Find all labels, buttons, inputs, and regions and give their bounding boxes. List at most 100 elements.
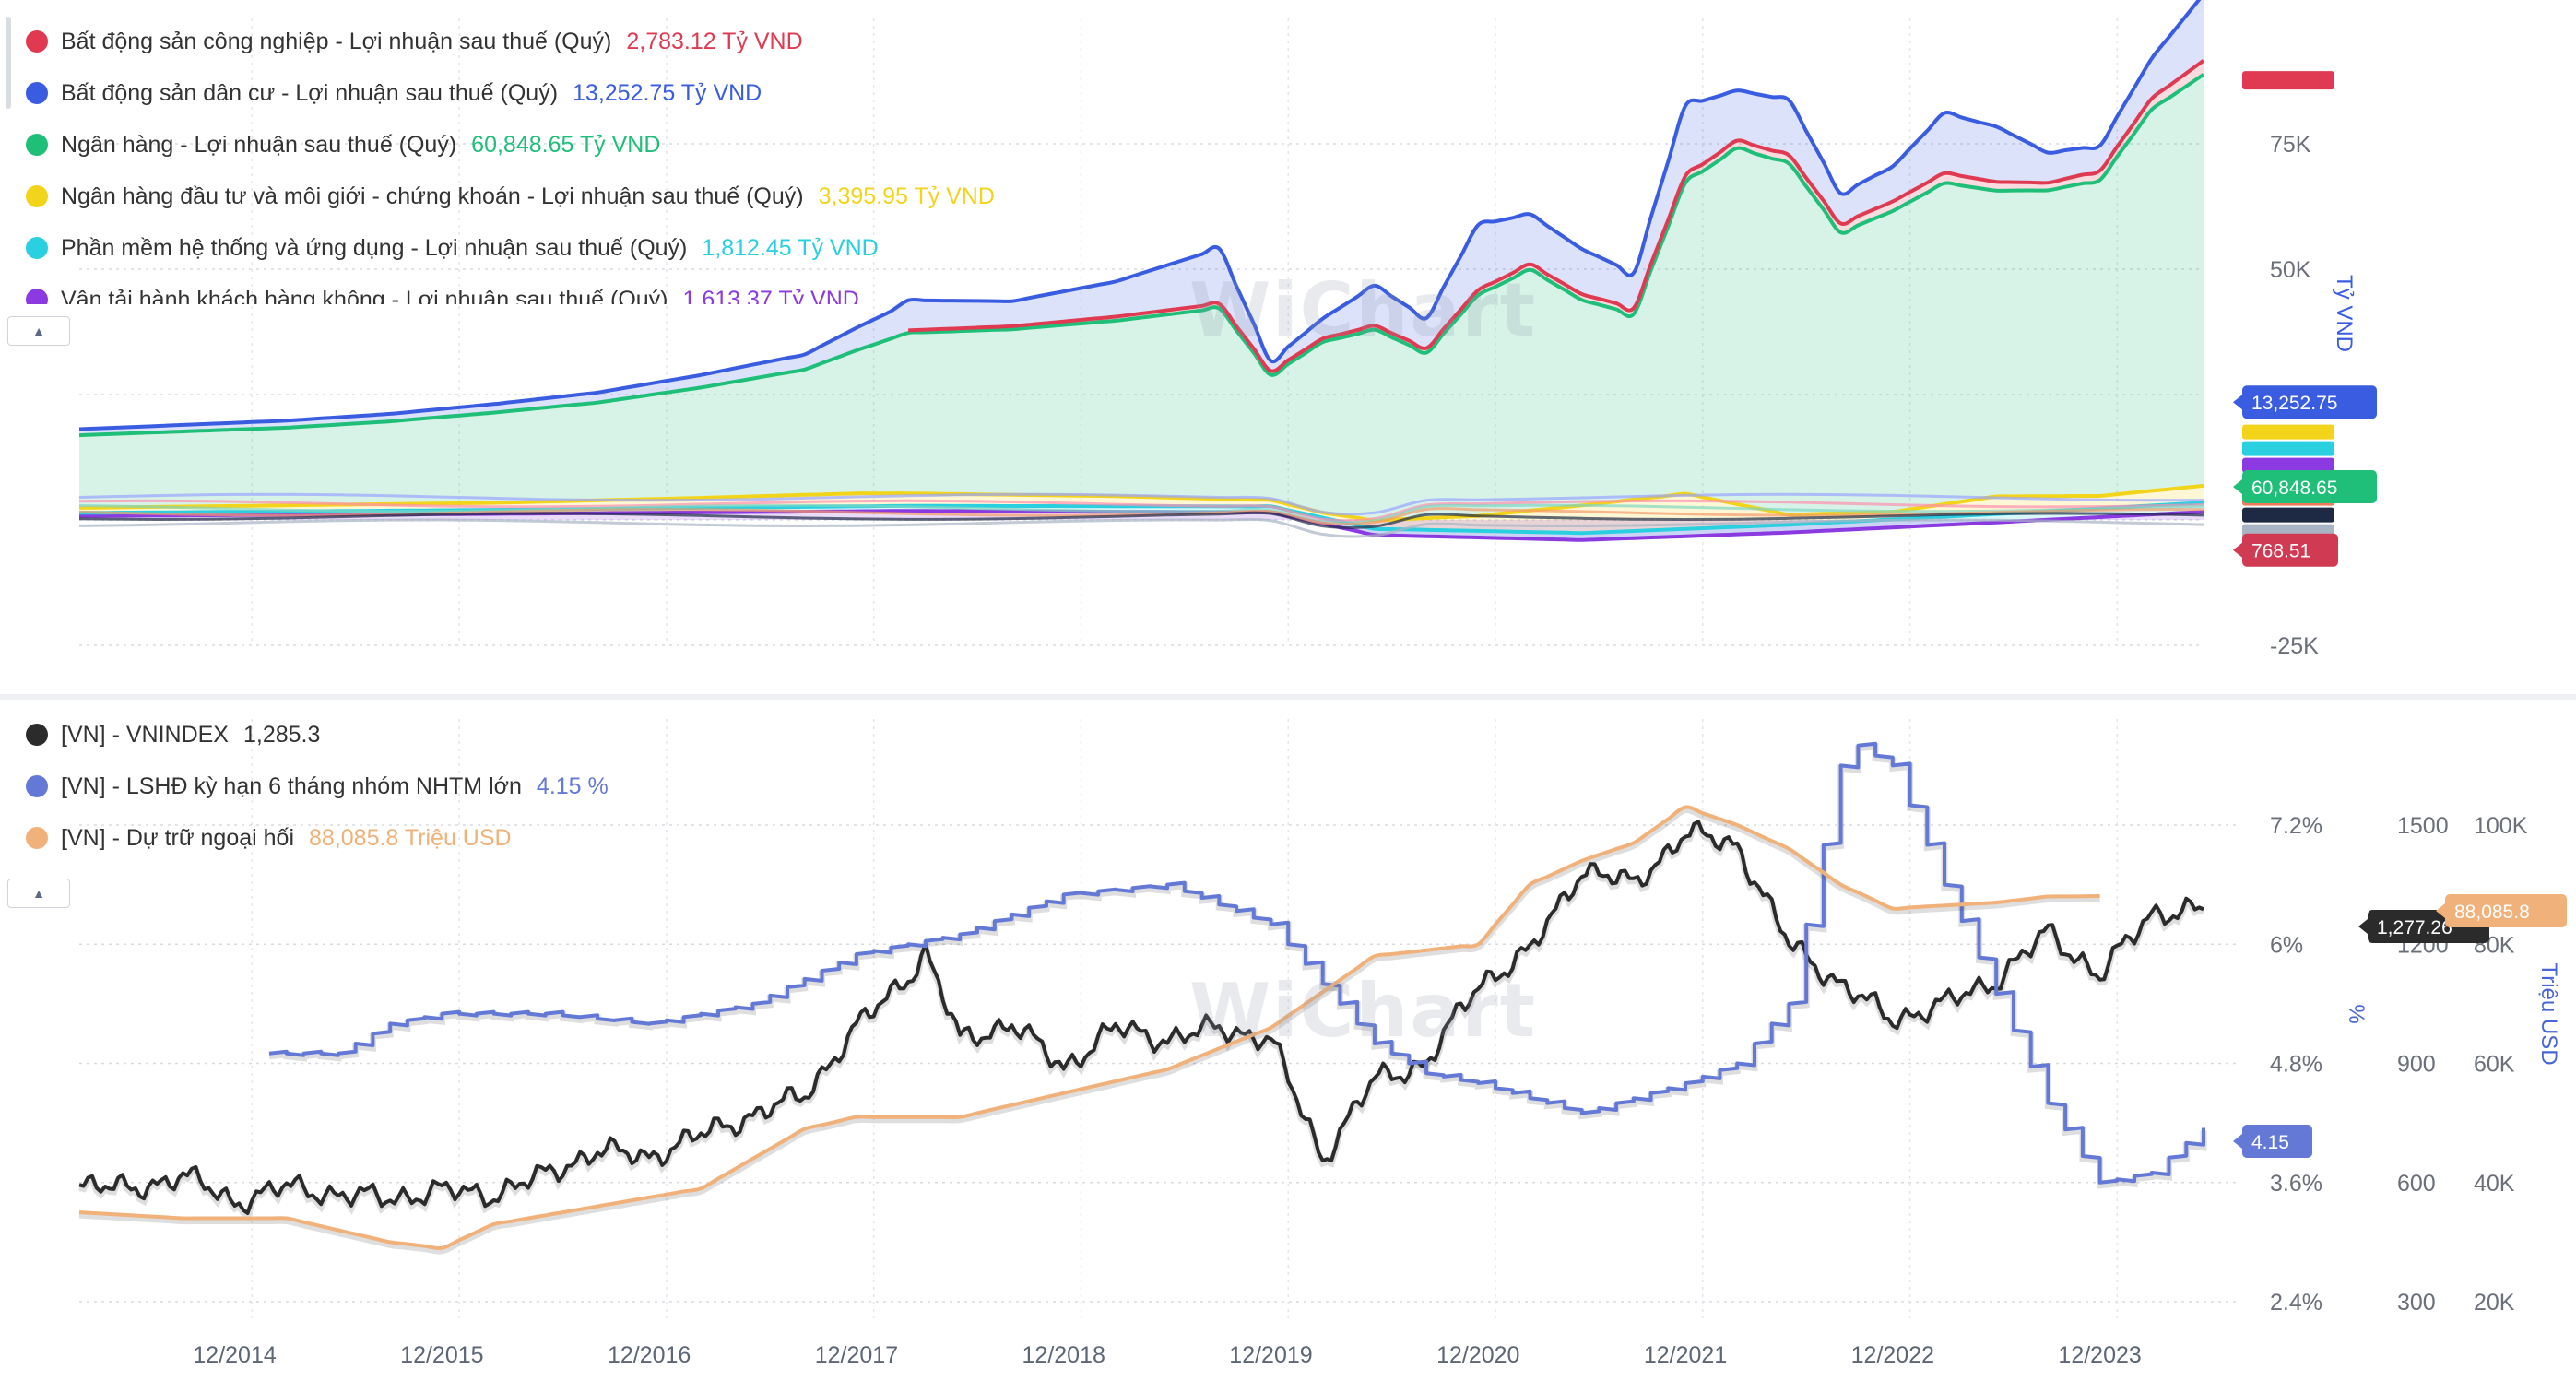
series-dot-icon <box>26 237 48 259</box>
upper-legend-item[interactable]: Bất động sản công nghiệp - Lợi nhuận sau… <box>26 16 995 67</box>
upper-legend-item[interactable]: Ngân hàng - Lợi nhuận sau thuế (Quý) 60,8… <box>26 119 995 171</box>
value-tag-lower: 1,277.26 <box>2377 917 2452 938</box>
series-end-chip <box>2242 424 2334 440</box>
series-shadow <box>78 806 2100 1255</box>
upper-legend-value: 60,848.65 Tỷ VND <box>471 131 661 158</box>
value-tag-upper: 768.51 <box>2251 541 2310 562</box>
value-tag-upper-bg <box>2242 469 2377 503</box>
upper-legend-label: Phần mềm hệ thống và ứng dụng - Lợi nhuậ… <box>61 234 688 261</box>
x-tick-label: 12/2019 <box>1229 1342 1312 1368</box>
y-axis-title-usd: Triệu USD <box>2536 962 2561 1065</box>
value-tag-lower: 4.15 <box>2251 1132 2289 1153</box>
y-tick-label-usd: 40K <box>2474 1171 2515 1197</box>
upper-legend-value: 2,783.12 Tỷ VND <box>626 28 803 54</box>
y-axis-title-percent: % <box>2344 1004 2369 1023</box>
y-tick-label-index: 600 <box>2397 1171 2436 1197</box>
upper-legend: Bất động sản công nghiệp - Lợi nhuận sau… <box>26 16 995 304</box>
y-tick-label-percent: 3.6% <box>2270 1171 2322 1197</box>
y-tick-label-usd: 100K <box>2474 813 2528 839</box>
upper-legend-label: Bất động sản công nghiệp - Lợi nhuận sau… <box>61 28 612 54</box>
lower-legend-label: [VN] - VNINDEX <box>61 721 229 748</box>
series-dot-icon <box>26 82 48 104</box>
value-tag-upper-bg <box>2242 385 2377 419</box>
series-line <box>78 0 2202 431</box>
lower-legend-value: 1,285.3 <box>242 721 321 748</box>
watermark-upper: WiChart <box>1189 267 1538 353</box>
series-dot-icon <box>26 30 48 53</box>
x-tick-label: 12/2021 <box>1644 1342 1727 1368</box>
lower-legend-item[interactable]: [VN] - Dự trữ ngoại hối 88,085.8 Triệu US… <box>26 812 609 864</box>
legend-scrollbar[interactable] <box>6 17 11 109</box>
series-line-fx-reserve <box>78 805 2100 1251</box>
lower-legend-value: 88,085.8 Triệu USD <box>309 824 512 851</box>
y-tick-label-index: 1500 <box>2397 813 2449 839</box>
upper-legend-item[interactable]: Phần mềm hệ thống và ứng dụng - Lợi nhuậ… <box>26 222 995 274</box>
upper-legend-value: 1,812.45 Tỷ VND <box>702 234 879 261</box>
value-tag-lower-pointer <box>2358 919 2368 934</box>
upper-legend-value: 3,395.95 Tỷ VND <box>818 183 995 209</box>
value-tag-lower-pointer <box>2436 903 2445 918</box>
upper-legend-item[interactable]: Ngân hàng đầu tư và môi giới - chứng kho… <box>26 171 995 222</box>
value-tag-lower-pointer <box>2233 1134 2242 1149</box>
upper-legend-item[interactable]: Bất động sản dân cư - Lợi nhuận sau thuế… <box>26 67 995 119</box>
lower-legend-item[interactable]: [VN] - VNINDEX 1,285.3 <box>26 709 609 761</box>
upper-legend-label: Ngân hàng - Lợi nhuận sau thuế (Quý) <box>61 131 457 158</box>
upper-legend-value: 1,613.37 Tỷ VND <box>682 286 859 305</box>
series-end-chip <box>2242 441 2334 456</box>
y-tick-label-upper: 75K <box>2270 132 2311 158</box>
upper-legend-label: Ngân hàng đầu tư và môi giới - chứng kho… <box>61 183 804 209</box>
series-line-vnindex <box>78 820 2204 1215</box>
value-tag-upper-pointer <box>2233 478 2242 494</box>
series-line-minor <box>78 492 2204 516</box>
chevron-up-icon: ▲ <box>32 886 45 901</box>
series-dot-icon <box>26 775 48 797</box>
upper-legend-value: 13,252.75 Tỷ VND <box>573 79 762 106</box>
area-fill <box>79 511 2204 540</box>
lower-legend-item[interactable]: [VN] - LSHĐ kỳ hạn 6 tháng nhóm NHTM lớn… <box>26 761 609 812</box>
panel-separator <box>0 694 2576 700</box>
y-tick-label-usd: 60K <box>2474 1052 2515 1078</box>
x-tick-label: 12/2014 <box>193 1342 276 1368</box>
value-tag-lower: 88,085.8 <box>2454 902 2530 923</box>
x-tick-label: 12/2020 <box>1436 1342 1519 1368</box>
upper-legend-label: Bất động sản dân cư - Lợi nhuận sau thuế… <box>61 79 559 106</box>
series-line-minor <box>78 517 2204 538</box>
lower-legend-value: 4.15 % <box>536 773 609 799</box>
upper-legend-collapse-button[interactable]: ▲ <box>7 316 70 346</box>
watermark-lower: WiChart <box>1189 968 1538 1054</box>
value-tag-upper-pointer <box>2233 395 2242 410</box>
y-tick-label-index: 900 <box>2397 1052 2436 1078</box>
y-tick-label-upper: 50K <box>2270 257 2311 283</box>
value-tag-upper: 60,848.65 <box>2251 478 2337 499</box>
value-tag-lower-bg <box>2445 894 2567 927</box>
lower-legend-collapse-button[interactable]: ▲ <box>7 879 70 908</box>
series-end-chip <box>2242 71 2334 90</box>
x-tick-label: 12/2023 <box>2058 1342 2141 1368</box>
y-tick-label-upper: -25K <box>2270 633 2319 659</box>
upper-legend-item[interactable]: Vận tải hành khách hàng không - Lợi nhuậ… <box>26 274 995 304</box>
series-end-chip <box>2242 457 2334 473</box>
x-tick-label: 12/2022 <box>1851 1342 1934 1368</box>
upper-legend-viewport: Bất động sản công nghiệp - Lợi nhuận sau… <box>0 0 1088 304</box>
value-tag-upper: 13,252.75 <box>2251 393 2337 414</box>
lower-legend-label: [VN] - Dự trữ ngoại hối <box>61 824 295 851</box>
upper-legend-label: Vận tải hành khách hàng không - Lợi nhuậ… <box>61 286 668 305</box>
series-line-minor <box>78 511 2204 529</box>
series-dot-icon <box>26 827 48 849</box>
y-tick-label-percent: 7.2% <box>2270 813 2322 839</box>
y-tick-label-percent: 4.8% <box>2270 1052 2322 1078</box>
value-tag-upper-bg <box>2242 533 2338 567</box>
series-line-rate <box>268 741 2205 1185</box>
x-tick-label: 12/2015 <box>400 1342 483 1368</box>
series-line-minor <box>78 499 2204 523</box>
area-fill <box>79 485 2204 534</box>
value-tag-lower-bg <box>2242 1125 2312 1158</box>
y-tick-label-usd: 20K <box>2474 1290 2515 1315</box>
lower-legend-label: [VN] - LSHĐ kỳ hạn 6 tháng nhóm NHTM lớn <box>61 773 522 799</box>
y-tick-label-percent: 6% <box>2270 932 2303 958</box>
series-dot-icon <box>26 724 48 746</box>
series-line <box>907 59 2205 373</box>
series-line <box>78 73 2205 438</box>
series-line-minor <box>78 503 2204 525</box>
